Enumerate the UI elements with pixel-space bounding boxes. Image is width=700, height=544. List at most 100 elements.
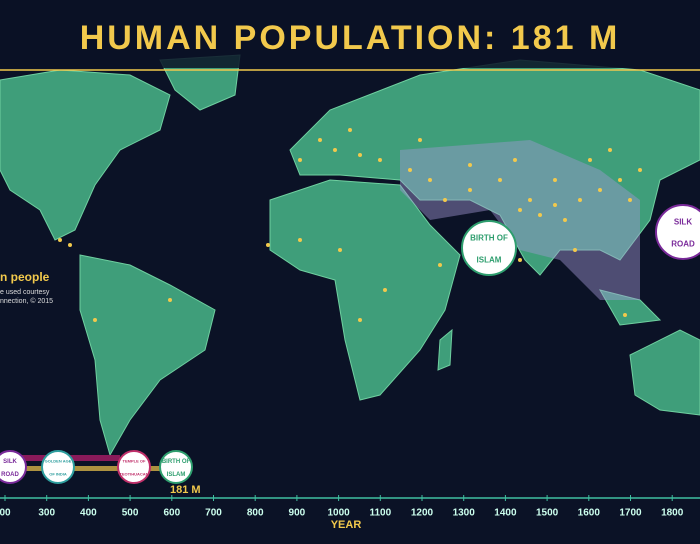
- tick-label: 1800: [661, 508, 684, 519]
- badge-top: GOLDEN AGE: [45, 458, 72, 463]
- tick-label: 1000: [327, 508, 350, 519]
- tick-label: 1500: [536, 508, 559, 519]
- city-dot: [513, 158, 517, 162]
- title: HUMAN POPULATION: 181 M: [80, 19, 621, 57]
- city-dots: [58, 128, 642, 322]
- badge-bottom: ISLAM: [167, 472, 186, 478]
- city-dot: [563, 218, 567, 222]
- badge-top: BIRTH OF: [470, 234, 508, 243]
- badge-ring: [655, 204, 700, 260]
- south-america: [79, 254, 216, 457]
- city-dot: [628, 198, 632, 202]
- city-dot: [623, 313, 627, 317]
- city-dot: [408, 168, 412, 172]
- city-dot: [578, 198, 582, 202]
- badge-bottom: OF INDIA: [49, 471, 67, 476]
- islands: [598, 289, 662, 326]
- north-america: [0, 69, 171, 241]
- tick-label: 600: [163, 508, 180, 519]
- city-dot: [358, 318, 362, 322]
- city-dot: [573, 248, 577, 252]
- legend-line: nnection, © 2015: [0, 297, 53, 305]
- tick-label: 300: [38, 508, 55, 519]
- badge-bottom: TEOTIHUACAN: [119, 471, 148, 476]
- city-dot: [333, 148, 337, 152]
- legend-title: n people: [0, 270, 50, 284]
- city-dot: [468, 163, 472, 167]
- city-dot: [528, 198, 532, 202]
- city-dot: [588, 158, 592, 162]
- tick-label: 500: [122, 508, 139, 519]
- city-dot: [58, 238, 62, 242]
- city-dot: [298, 238, 302, 242]
- badge-ring: [117, 450, 151, 484]
- city-dot: [348, 128, 352, 132]
- badge-top: SILK: [3, 459, 17, 465]
- tick-label: 1400: [494, 508, 517, 519]
- badge-ring: [159, 450, 193, 484]
- city-dot: [518, 208, 522, 212]
- tick-label: 1100: [369, 508, 391, 519]
- city-dot: [68, 243, 72, 247]
- badge: SILK ROAD: [655, 204, 700, 260]
- city-dot: [468, 188, 472, 192]
- continents: [0, 54, 700, 457]
- city-dot: [438, 263, 442, 267]
- tick-label: 900: [289, 508, 306, 519]
- badge-bottom: ROAD: [671, 239, 695, 248]
- tick-label: 400: [80, 508, 97, 519]
- timeline-current: 181 M: [170, 484, 201, 496]
- city-dot: [608, 148, 612, 152]
- city-dot: [518, 258, 522, 262]
- city-dot: [538, 213, 542, 217]
- city-dot: [93, 318, 97, 322]
- city-dot: [318, 138, 322, 142]
- badge-ring: [461, 220, 517, 276]
- madagascar: [437, 328, 453, 371]
- city-dot: [298, 158, 302, 162]
- city-dot: [498, 178, 502, 182]
- city-dot: [638, 168, 642, 172]
- city-dot: [553, 178, 557, 182]
- badge: SILK ROAD: [0, 450, 27, 484]
- australia: [629, 329, 700, 416]
- city-dot: [338, 248, 342, 252]
- badge: TEMPLE OF TEOTIHUACAN: [117, 450, 151, 484]
- badge-top: TEMPLE OF: [123, 458, 146, 463]
- city-dot: [418, 138, 422, 142]
- tick-label: 800: [247, 508, 264, 519]
- city-dot: [598, 188, 602, 192]
- badge: BIRTH OF ISLAM: [159, 450, 193, 484]
- city-dot: [358, 153, 362, 157]
- tick-label: 1600: [578, 508, 601, 519]
- africa: [269, 179, 461, 401]
- timeline-progress: [0, 466, 180, 471]
- tick-label: 1700: [619, 508, 642, 519]
- city-dot: [443, 198, 447, 202]
- badge-ring: [0, 450, 27, 484]
- city-dot: [378, 158, 382, 162]
- city-dot: [383, 288, 387, 292]
- badge-ring: [41, 450, 75, 484]
- axis-label: YEAR: [331, 519, 362, 531]
- tick-label: 00: [0, 508, 11, 519]
- tick-label: 1200: [411, 508, 434, 519]
- city-dot: [266, 243, 270, 247]
- city-dot: [428, 178, 432, 182]
- city-dot: [618, 178, 622, 182]
- legend-line: e used courtesy: [0, 289, 50, 296]
- badge: GOLDEN AGE OF INDIA: [41, 450, 75, 484]
- badge-top: SILK: [674, 218, 692, 227]
- empire-overlay: [400, 140, 640, 300]
- tick-label: 1300: [453, 508, 476, 519]
- tick-label: 700: [205, 508, 222, 519]
- city-dot: [168, 298, 172, 302]
- badge-bottom: ROAD: [1, 472, 19, 478]
- badge-top: BIRTH OF: [162, 459, 191, 465]
- badge: BIRTH OF ISLAM: [461, 220, 517, 276]
- badge-bottom: ISLAM: [477, 255, 502, 264]
- city-dot: [553, 203, 557, 207]
- title-band: [0, 0, 700, 68]
